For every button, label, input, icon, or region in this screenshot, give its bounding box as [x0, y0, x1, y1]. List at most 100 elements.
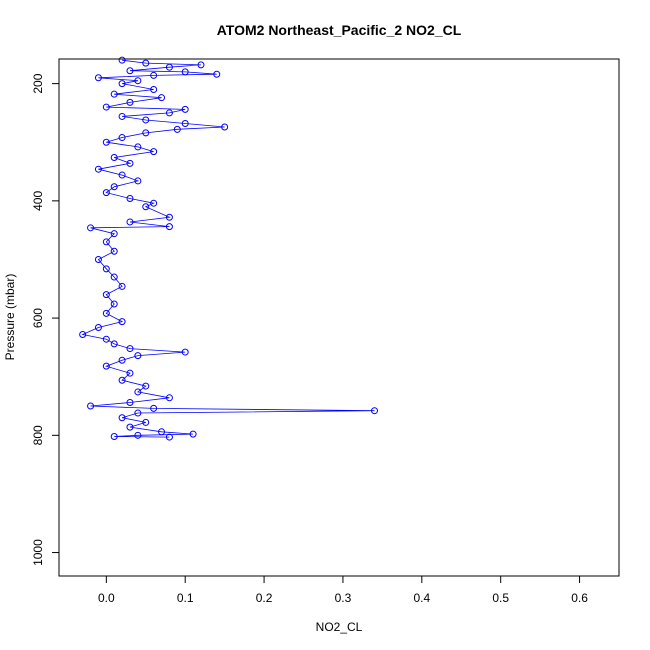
y-axis-label: Pressure (mbar) — [3, 274, 17, 361]
data-point — [110, 90, 118, 98]
data-point — [102, 103, 110, 111]
data-point — [142, 116, 150, 124]
data-point — [94, 74, 102, 82]
data-point — [134, 388, 142, 396]
x-tick-label: 0.0 — [98, 591, 115, 605]
data-point — [213, 70, 221, 78]
series-line — [81, 59, 375, 438]
data-point — [118, 414, 126, 422]
data-point — [118, 318, 126, 326]
data-point — [118, 80, 126, 88]
x-tick-label: 0.1 — [177, 591, 194, 605]
data-point — [110, 273, 118, 281]
data-point — [173, 125, 181, 133]
data-point — [134, 77, 142, 85]
data-point — [79, 330, 87, 338]
data-point — [150, 199, 158, 207]
data-point — [110, 230, 118, 238]
chart-title: ATOM2 Northeast_Pacific_2 NO2_CL — [217, 22, 462, 38]
data-points — [79, 56, 378, 441]
y-tick-label: 400 — [31, 191, 45, 211]
data-point — [126, 98, 134, 106]
data-point — [158, 94, 166, 102]
data-point — [126, 423, 134, 431]
data-point — [102, 238, 110, 246]
plot-frame — [58, 58, 620, 577]
data-point — [102, 335, 110, 343]
data-point — [126, 398, 134, 406]
data-point — [150, 71, 158, 79]
y-tick-label: 600 — [31, 308, 45, 328]
x-tick-label: 0.2 — [256, 591, 273, 605]
data-point — [165, 213, 173, 221]
data-point — [142, 203, 150, 211]
data-point — [142, 129, 150, 137]
data-point — [110, 183, 118, 191]
x-axis: 0.0 0.1 0.2 0.3 0.4 0.5 0.6 — [98, 575, 588, 605]
x-axis-label: NO2_CL — [316, 620, 363, 634]
data-point — [181, 105, 189, 113]
y-tick-label: 800 — [31, 425, 45, 445]
data-point — [126, 369, 134, 377]
data-point — [150, 404, 158, 412]
x-tick-label: 0.4 — [413, 591, 430, 605]
data-point — [142, 382, 150, 390]
data-point — [126, 67, 134, 75]
data-point — [150, 85, 158, 93]
data-point — [181, 68, 189, 76]
data-point — [142, 418, 150, 426]
data-point — [181, 348, 189, 356]
data-point — [110, 340, 118, 348]
data-point — [87, 402, 95, 410]
data-point — [165, 433, 173, 441]
data-point — [150, 148, 158, 156]
data-point — [110, 247, 118, 255]
data-point — [118, 376, 126, 384]
y-tick-label: 1000 — [31, 539, 45, 566]
data-point — [370, 407, 378, 415]
data-point — [221, 123, 229, 131]
data-point — [134, 177, 142, 185]
data-point — [118, 356, 126, 364]
data-point — [126, 159, 134, 167]
data-point — [118, 282, 126, 290]
data-point — [118, 134, 126, 142]
y-axis: 200 400 600 800 1000 — [31, 73, 60, 566]
data-point — [158, 428, 166, 436]
data-point — [197, 61, 205, 69]
data-point — [94, 255, 102, 263]
data-point — [102, 265, 110, 273]
data-point — [126, 195, 134, 203]
plot-area — [79, 56, 378, 441]
y-tick-label: 200 — [31, 73, 45, 93]
data-point — [102, 309, 110, 317]
data-point — [134, 409, 142, 417]
data-point — [94, 323, 102, 331]
data-point — [165, 394, 173, 402]
data-point — [134, 143, 142, 151]
data-point — [102, 362, 110, 370]
data-point — [102, 138, 110, 146]
x-tick-label: 0.5 — [492, 591, 509, 605]
data-point — [165, 223, 173, 231]
data-point — [110, 432, 118, 440]
data-point — [142, 59, 150, 67]
data-point — [110, 300, 118, 308]
data-point — [126, 345, 134, 353]
data-point — [165, 63, 173, 71]
data-point — [189, 430, 197, 438]
data-point — [118, 56, 126, 64]
data-point — [110, 153, 118, 161]
data-point — [102, 291, 110, 299]
data-point — [134, 431, 142, 439]
data-point — [165, 109, 173, 117]
data-point — [118, 112, 126, 120]
x-tick-label: 0.3 — [335, 591, 352, 605]
data-point — [134, 352, 142, 360]
data-point — [126, 218, 134, 226]
data-point — [102, 189, 110, 197]
data-point — [94, 165, 102, 173]
data-point — [181, 119, 189, 127]
x-tick-label: 0.6 — [571, 591, 588, 605]
